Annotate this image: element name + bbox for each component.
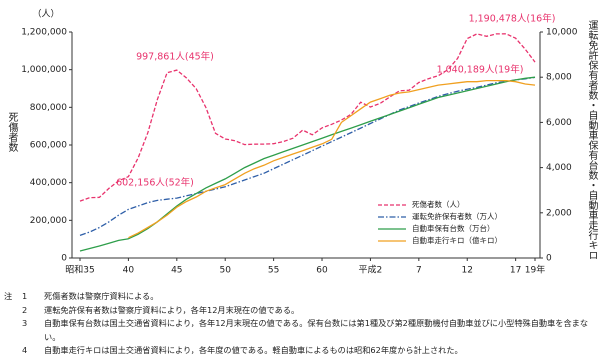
note-txt: 運転免許保有者数は警察庁資料により，各年12月末現在の値である。	[44, 304, 300, 315]
x-tick-label: 45	[171, 266, 182, 276]
x-tick-label: 50	[219, 266, 231, 276]
note-pre	[4, 304, 22, 318]
y2-axis-label: 運転免許保有者数・自動車保有台数・自動車走行キロ	[586, 20, 598, 260]
x-tick-label: 昭和35	[65, 265, 94, 276]
y2-tick-label: 8,000	[546, 73, 572, 83]
x-tick-label: 60	[316, 266, 328, 276]
y2-tick-label: 0	[546, 254, 552, 264]
note-txt: 自動車保有台数は国土交通省資料により，各年12月末現在の値である。保有台数には第…	[44, 318, 589, 342]
x-tick-label: 7	[416, 266, 422, 276]
note: 4 自動車走行キロは国土交通省資料により，各年度の値である。軽自動車によるものは昭…	[4, 344, 604, 358]
note: 2 運転免許保有者数は警察庁資料により，各年12月末現在の値である。	[4, 304, 604, 318]
y-tick-label: 600,000	[30, 141, 67, 151]
annotation: 1,190,478人(16年)	[469, 13, 556, 25]
note-num: 1	[22, 291, 28, 301]
note-num: 2	[22, 304, 28, 315]
note-num: 3	[22, 318, 28, 328]
x-tick-label: 12	[462, 266, 473, 276]
y-tick-label: 1,200,000	[21, 28, 67, 38]
y2-tick-label: 6,000	[546, 118, 572, 128]
legend-label: 自動車走行キロ（億キロ）	[412, 235, 502, 245]
y2-tick-label: 2,000	[546, 208, 572, 218]
note: 注 1 死傷者数は警察庁資料による。	[4, 290, 604, 304]
note-pre	[4, 344, 22, 358]
series-line	[79, 76, 536, 237]
annotation: 602,156人(52年)	[116, 177, 194, 189]
legend-label: 自動車保有台数（万台）	[412, 223, 495, 233]
chart: （人） 死傷者数 運転免許保有者数・自動車保有台数・自動車走行キロ 0 200,0…	[6, 9, 598, 276]
note-txt: 自動車走行キロは国土交通省資料により，各年度の値である。軽自動車によるものは昭和…	[44, 345, 463, 355]
note-num: 4	[22, 345, 28, 355]
legend-label: 運転免許保有者数（万人）	[412, 211, 502, 221]
x-tick-label: 55	[268, 266, 279, 276]
x-tick-label: 19年	[525, 264, 545, 276]
note: 3 自動車保有台数は国土交通省資料により，各年12月末現在の値である。保有台数には…	[4, 317, 604, 344]
annotation: 997,861人(45年)	[136, 51, 214, 63]
annotation: 1,040,189人(19年)	[437, 64, 524, 76]
y-tick-label: 0	[61, 254, 67, 264]
y-unit-label: （人）	[32, 9, 59, 20]
notes: 注 1 死傷者数は警察庁資料による。 2 運転免許保有者数は警察庁資料により，各年12月…	[4, 290, 604, 358]
series-line	[79, 33, 536, 202]
x-tick-label: 40	[123, 266, 135, 276]
y-axis-label: 死傷者数	[6, 112, 18, 153]
y-tick-label: 400,000	[30, 178, 67, 188]
y-tick-label: 1,000,000	[21, 65, 67, 75]
y2-tick-label: 4,000	[546, 163, 572, 173]
note-pre: 注	[4, 291, 13, 301]
note-pre	[4, 317, 22, 344]
x-tick-label: 平成2	[359, 264, 383, 276]
y2-tick-label: 10,000	[546, 28, 578, 38]
series-line	[128, 79, 536, 239]
legend-label: 死傷者数（人）	[412, 199, 465, 209]
y-tick-label: 200,000	[30, 216, 67, 226]
y-tick-label: 800,000	[30, 103, 67, 113]
x-tick-label: 17	[510, 266, 521, 276]
note-txt: 死傷者数は警察庁資料による。	[44, 291, 159, 301]
